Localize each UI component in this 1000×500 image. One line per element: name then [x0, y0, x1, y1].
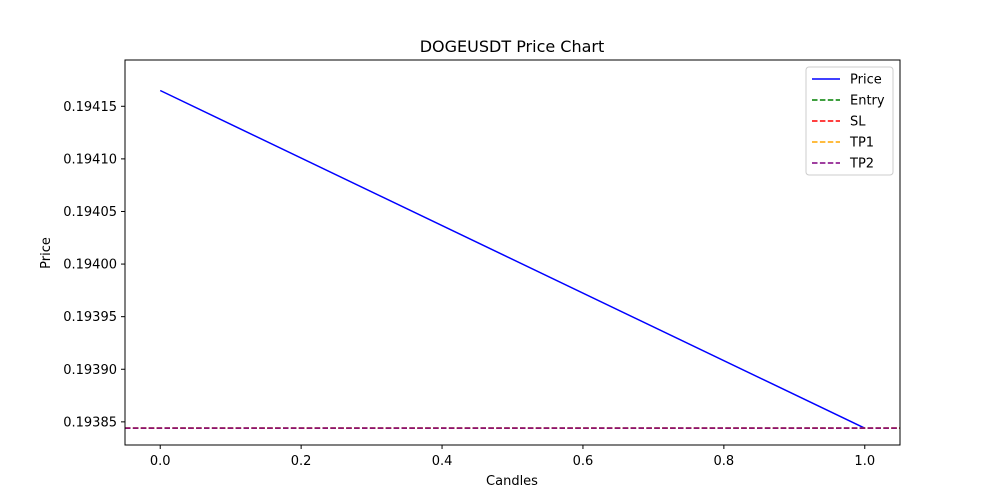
legend-label-sl: SL [850, 115, 866, 130]
x-tick-label: 0.2 [291, 454, 312, 469]
x-tick-label: 0.4 [432, 454, 453, 469]
y-axis-label: Price [39, 237, 54, 269]
x-tick-label: 0.0 [150, 454, 171, 469]
plot-content [125, 89, 900, 429]
x-tick-label: 1.0 [854, 454, 875, 469]
legend-label-price: Price [850, 73, 882, 88]
legend: Price Entry SL TP1 TP2 [805, 66, 894, 176]
legend-label-tp2: TP2 [849, 157, 874, 172]
x-axis-label: Candles [486, 474, 538, 489]
axes-frame [124, 59, 901, 446]
y-tick-label: 0.19405 [63, 205, 117, 220]
series-line-price [159, 89, 866, 429]
legend-box [805, 66, 894, 176]
chart-title: DOGEUSDT Price Chart [420, 37, 605, 56]
y-axis-ticks: 0.19385 0.19390 0.19395 0.19400 0.19405 0.194… [63, 100, 125, 430]
legend-label-tp1: TP1 [849, 136, 874, 151]
y-tick-label: 0.19395 [63, 310, 117, 325]
x-tick-label: 0.8 [714, 454, 735, 469]
x-axis-ticks: 0.0 0.2 0.4 0.6 0.8 1.0 [150, 445, 875, 469]
y-tick-label: 0.19385 [63, 415, 117, 430]
y-tick-label: 0.19410 [63, 152, 117, 167]
y-tick-label: 0.19415 [63, 100, 117, 115]
y-tick-label: 0.19390 [63, 363, 117, 378]
y-tick-label: 0.19400 [63, 258, 117, 273]
x-tick-label: 0.6 [573, 454, 594, 469]
legend-label-entry: Entry [850, 94, 885, 109]
